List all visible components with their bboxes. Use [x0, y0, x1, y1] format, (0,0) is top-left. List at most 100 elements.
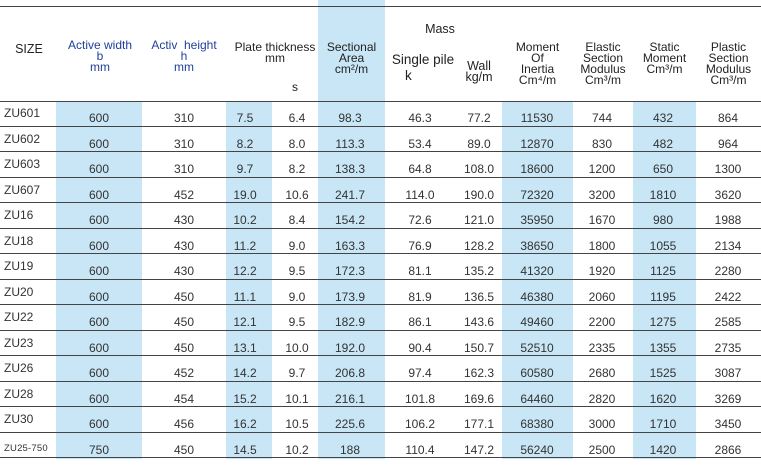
cell-size: ZU26: [4, 361, 34, 375]
cell-active-width: 600: [88, 340, 110, 355]
cell-moment-of-inertia: 35950: [520, 213, 554, 227]
header-moment-of-inertia: Moment Of Inertia Cm⁴/m: [515, 40, 560, 87]
cell-active-height: 310: [173, 162, 195, 176]
header-mass: Mass: [425, 22, 455, 36]
header-active-height: Activ height h mm: [151, 38, 217, 74]
cell-plate-thickness-s: 10.6: [285, 187, 309, 202]
cell-plate-thickness-t: 9.7: [236, 162, 254, 176]
cell-moment-of-inertia: 41320: [520, 264, 554, 278]
cell-wall: 190.0: [463, 187, 495, 202]
cell-sectional-area: 173.9: [334, 289, 366, 304]
cell-elastic-section-modulus: 1920: [588, 264, 616, 278]
cell-active-height: 452: [173, 187, 195, 202]
column-shade-inertia: [502, 101, 573, 459]
cell-wall: 108.0: [463, 162, 495, 176]
cell-plastic-section-modulus: 3087: [714, 366, 742, 380]
cell-plastic-section-modulus: 2735: [714, 340, 742, 355]
cell-size: ZU601: [4, 106, 41, 120]
cell-moment-of-inertia: 46380: [520, 289, 554, 304]
cell-size: ZU18: [4, 233, 34, 248]
cell-plate-thickness-s: 6.4: [288, 111, 306, 125]
cell-static-moment: 1810: [649, 187, 677, 202]
cell-sectional-area: 188: [339, 442, 361, 457]
table-row: ZU22 600 450 12.1 9.5 182.9 86.1 143.6 49460 2200…: [0, 305, 761, 331]
cell-single-pile: 101.8: [404, 391, 436, 406]
cell-size: ZU28: [4, 386, 34, 401]
cell-size: ZU22: [4, 310, 34, 324]
cell-elastic-section-modulus: 1200: [588, 162, 616, 176]
cell-static-moment: 1125: [650, 264, 676, 278]
cell-elastic-section-modulus: 1670: [588, 213, 616, 227]
cell-sectional-area: 241.7: [334, 187, 366, 202]
cell-sectional-area: 163.3: [334, 238, 366, 253]
column-shade-width: [56, 101, 142, 459]
cell-active-width: 600: [88, 111, 110, 125]
cell-size: ZU25-750: [4, 442, 48, 454]
cell-active-width: 600: [88, 315, 110, 329]
cell-plastic-section-modulus: 1988: [714, 213, 742, 227]
cell-single-pile: 46.3: [408, 111, 432, 125]
row-rule: [0, 380, 761, 382]
cell-static-moment: 1055: [649, 238, 677, 253]
cell-size: ZU602: [4, 131, 41, 146]
cell-sectional-area: 172.3: [334, 264, 366, 278]
cell-single-pile: 97.4: [408, 366, 432, 380]
cell-single-pile: 114.0: [405, 187, 435, 202]
cell-plate-thickness-t: 13.1: [233, 340, 257, 355]
cell-wall: 121.0: [463, 213, 495, 227]
row-rule: [0, 176, 761, 178]
cell-moment-of-inertia: 56240: [520, 442, 554, 457]
table-row: ZU603 600 310 9.7 8.2 138.3 64.8 108.0 18600 1200…: [0, 152, 761, 178]
header-single-pile: Single pile k: [391, 52, 455, 83]
cell-plate-thickness-t: 11.1: [233, 289, 257, 304]
cell-single-pile: 64.8: [408, 162, 432, 176]
cell-plate-thickness-s: 10.2: [285, 442, 309, 457]
row-rule: [0, 278, 761, 280]
cell-single-pile: 81.1: [408, 264, 432, 278]
cell-plastic-section-modulus: 3620: [714, 187, 742, 202]
cell-active-width: 600: [88, 264, 110, 278]
cell-active-height: 456: [173, 417, 195, 431]
cell-static-moment: 1275: [649, 315, 677, 329]
cell-moment-of-inertia: 68380: [520, 417, 554, 431]
cell-elastic-section-modulus: 2200: [588, 315, 616, 329]
cell-elastic-section-modulus: 2820: [588, 391, 616, 406]
cell-single-pile: 53.4: [408, 136, 432, 151]
cell-active-width: 600: [88, 417, 110, 431]
cell-active-height: 452: [173, 366, 195, 380]
cell-plate-thickness-s: 9.0: [288, 238, 306, 253]
cell-plastic-section-modulus: 2422: [714, 289, 742, 304]
cell-plastic-section-modulus: 3269: [714, 391, 742, 406]
cell-sectional-area: 138.3: [334, 162, 366, 176]
cell-active-width: 600: [88, 289, 110, 304]
cell-size: ZU23: [4, 335, 34, 350]
cell-active-height: 430: [173, 213, 195, 227]
cell-elastic-section-modulus: 1800: [588, 238, 616, 253]
cell-plate-thickness-s: 9.7: [288, 366, 306, 380]
cell-static-moment: 432: [652, 111, 674, 125]
row-rule: [0, 253, 761, 254]
cell-wall: 143.6: [463, 315, 495, 329]
header-size: SIZE: [15, 42, 43, 56]
cell-elastic-section-modulus: 830: [591, 136, 613, 151]
header-wall: Wall kg/m: [465, 59, 493, 84]
cell-active-height: 454: [173, 391, 195, 406]
cell-sectional-area: 154.2: [334, 213, 366, 227]
cell-plate-thickness-s: 9.0: [288, 289, 306, 304]
cell-elastic-section-modulus: 2060: [588, 289, 616, 304]
cell-moment-of-inertia: 18600: [520, 162, 554, 176]
cell-single-pile: 72.6: [408, 213, 432, 227]
cell-single-pile: 90.4: [408, 340, 432, 355]
cell-wall: 177.1: [463, 417, 495, 431]
cell-sectional-area: 216.1: [334, 391, 366, 406]
cell-size: ZU16: [4, 208, 34, 222]
cell-plate-thickness-t: 14.5: [233, 442, 257, 457]
cell-active-height: 430: [173, 238, 195, 253]
cell-size: ZU20: [4, 284, 34, 299]
table-row: ZU18 600 430 11.2 9.0 163.3 76.9 128.2 38650 1800…: [0, 229, 761, 254]
table-row: ZU602 600 310 8.2 8.0 113.3 53.4 89.0 12870 830 48…: [0, 127, 761, 152]
cell-size: ZU19: [4, 259, 34, 273]
cell-plate-thickness-t: 19.0: [233, 187, 257, 202]
table-row: ZU20 600 450 11.1 9.0 173.9 81.9 136.5 46380 2060…: [0, 280, 761, 305]
